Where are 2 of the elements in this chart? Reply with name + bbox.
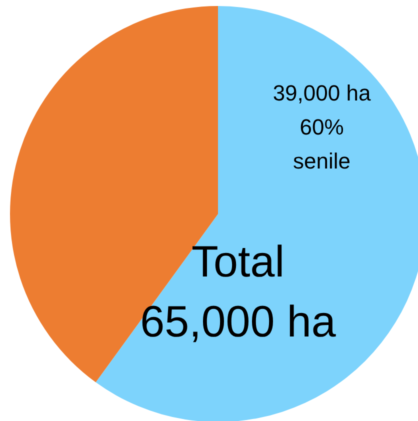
slice-label: senile [293,148,351,174]
text: Total 65,000 ha [140,238,336,346]
